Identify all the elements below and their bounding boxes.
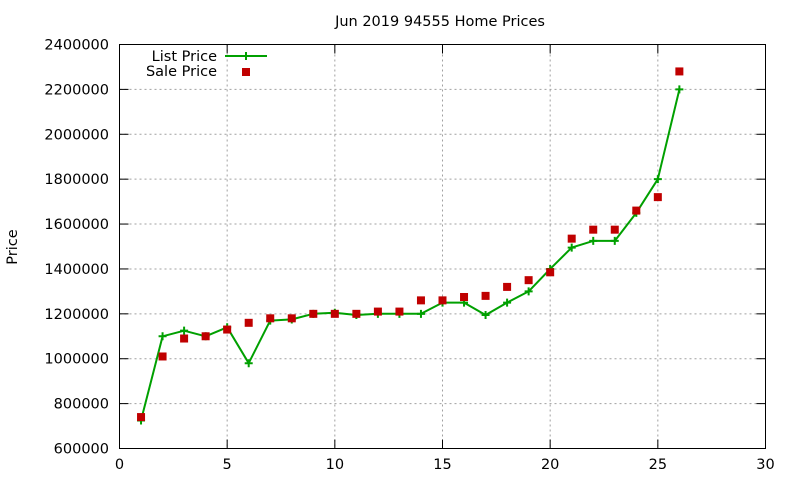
list-price-point xyxy=(653,175,662,184)
list-price-point xyxy=(481,310,490,319)
sale-price-point xyxy=(416,296,425,305)
x-tick-label: 30 xyxy=(756,457,774,473)
sale-price-point xyxy=(137,413,146,422)
sale-price-point xyxy=(180,334,189,343)
y-tick-label: 600000 xyxy=(54,442,109,458)
list-price-line xyxy=(140,89,681,421)
sale-price-point xyxy=(309,309,318,318)
sale-price-point xyxy=(352,309,361,318)
sale-price-point xyxy=(287,314,296,323)
sale-price-point xyxy=(524,276,533,285)
sale-price-point xyxy=(503,282,512,291)
sale-price-point xyxy=(567,234,576,243)
y-tick-label: 1000000 xyxy=(44,352,109,368)
sale-price-point xyxy=(653,193,662,202)
legend-marker-list-price xyxy=(242,52,250,60)
sale-price-point xyxy=(460,293,469,301)
series xyxy=(137,67,684,425)
list-price-point xyxy=(589,236,598,245)
y-tick-label: 2400000 xyxy=(44,38,109,54)
list-price-point xyxy=(416,309,425,318)
sale-price-point xyxy=(330,309,339,318)
list-price-point xyxy=(244,359,253,368)
sale-price-point xyxy=(266,314,275,323)
y-tick-label: 1400000 xyxy=(44,262,109,278)
list-price-point xyxy=(610,236,619,245)
sale-price-point xyxy=(223,325,232,334)
legend: List Price Sale Price xyxy=(146,49,267,80)
sale-price-point xyxy=(201,332,210,341)
legend-label-sale-price: Sale Price xyxy=(146,64,217,80)
x-tick-label: 25 xyxy=(649,457,667,473)
x-tick-label: 0 xyxy=(115,457,124,473)
sale-price-point xyxy=(158,352,167,361)
sale-price-point xyxy=(244,318,253,327)
grid xyxy=(119,44,766,449)
list-price-point xyxy=(503,298,512,307)
sale-price-point xyxy=(395,307,404,316)
x-tick-label: 10 xyxy=(326,457,344,473)
list-price-point xyxy=(567,243,576,252)
sale-price-point xyxy=(438,296,447,305)
y-tick-label: 1600000 xyxy=(44,217,109,233)
sale-price-point xyxy=(610,225,619,234)
y-tick-label: 1800000 xyxy=(44,172,109,188)
y-tick-label: 1200000 xyxy=(44,307,109,323)
plot-frame xyxy=(119,44,766,449)
y-tick-label: 2200000 xyxy=(44,82,109,98)
x-tick-label: 5 xyxy=(223,457,232,473)
sale-price-point xyxy=(373,307,382,316)
y-tick-label: 800000 xyxy=(54,397,109,413)
list-price-point xyxy=(180,326,189,335)
x-tick-label: 15 xyxy=(433,457,451,473)
list-price-point xyxy=(158,332,167,341)
axes: 600000 800000 1000000 1200000 1400000 1600000… xyxy=(44,38,774,474)
legend-marker-sale-price xyxy=(242,68,250,76)
sale-price-point xyxy=(546,268,555,277)
chart-title: Jun 2019 94555 Home Prices xyxy=(334,14,545,30)
legend-label-list-price: List Price xyxy=(152,49,217,65)
sale-price-point xyxy=(481,291,490,300)
list-price-point xyxy=(524,287,533,296)
sale-price-point xyxy=(589,225,598,234)
sale-price-point xyxy=(675,67,684,76)
list-price-point xyxy=(675,85,684,94)
y-tick-label: 2000000 xyxy=(44,127,109,143)
x-tick-label: 20 xyxy=(541,457,559,473)
sale-price-point xyxy=(632,206,641,215)
y-axis-label: Price xyxy=(5,229,21,264)
